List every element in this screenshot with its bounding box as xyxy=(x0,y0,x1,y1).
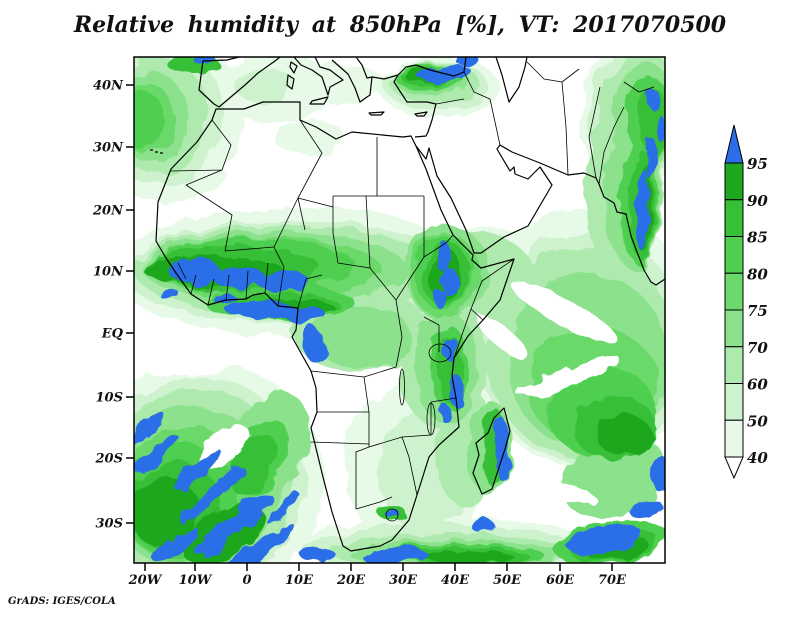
svg-text:10S: 10S xyxy=(96,391,123,406)
svg-text:75: 75 xyxy=(747,302,768,320)
svg-text:20N: 20N xyxy=(92,204,124,219)
colorbar: 95 90 85 80 75 70 60 50 40 xyxy=(724,124,768,480)
country-borders-sahara xyxy=(170,119,424,269)
svg-text:10W: 10W xyxy=(179,573,213,588)
lake-victoria xyxy=(428,343,452,363)
humidity-field xyxy=(134,57,665,563)
lesotho-border xyxy=(385,508,399,522)
svg-text:10N: 10N xyxy=(93,265,124,280)
axes: 40N 30N 20N 10N EQ 10S 20S 30S 20W 10W 0 10E 20E 30E 4… xyxy=(92,79,627,589)
crete-cyprus-coast xyxy=(368,111,428,117)
svg-text:90: 90 xyxy=(747,192,768,210)
svg-text:85: 85 xyxy=(747,229,768,247)
grads-attribution: GrADS: IGES/COLA xyxy=(8,596,116,607)
svg-text:50: 50 xyxy=(747,412,768,430)
country-borders-mideast xyxy=(435,61,655,185)
svg-text:30E: 30E xyxy=(389,573,418,588)
country-borders-central-east xyxy=(297,196,515,378)
svg-text:40N: 40N xyxy=(93,79,124,94)
svg-text:30N: 30N xyxy=(93,141,124,156)
map-frame xyxy=(133,56,666,564)
svg-text:30S: 30S xyxy=(96,517,123,532)
italy-coast xyxy=(286,57,344,105)
country-borders-westafrica xyxy=(177,197,299,307)
svg-text:20E: 20E xyxy=(336,573,366,588)
svg-text:EQ: EQ xyxy=(101,327,124,342)
lake-malawi xyxy=(426,402,436,436)
svg-text:80: 80 xyxy=(747,265,768,283)
lake-tanganyika xyxy=(399,368,405,406)
svg-text:40E: 40E xyxy=(441,573,470,588)
svg-text:10E: 10E xyxy=(285,573,314,588)
svg-text:70E: 70E xyxy=(598,573,627,588)
svg-text:20S: 20S xyxy=(95,452,123,467)
coastlines xyxy=(150,57,665,552)
madagascar-coast xyxy=(472,407,511,495)
svg-text:50E: 50E xyxy=(493,573,522,588)
svg-text:60E: 60E xyxy=(546,573,575,588)
svg-text:95: 95 xyxy=(747,155,768,173)
svg-text:60: 60 xyxy=(747,376,768,394)
svg-text:40: 40 xyxy=(747,449,768,467)
iberia-coast xyxy=(198,57,281,108)
country-borders-southern xyxy=(310,376,457,510)
plot-title: Relative humidity at 850hPa [%], VT: 201… xyxy=(73,12,727,38)
africa-coast xyxy=(155,101,515,552)
svg-text:20W: 20W xyxy=(128,573,163,588)
svg-text:0: 0 xyxy=(242,573,251,588)
caspian-coast xyxy=(495,57,528,103)
canary-islands xyxy=(150,149,163,154)
svg-text:70: 70 xyxy=(747,339,768,357)
